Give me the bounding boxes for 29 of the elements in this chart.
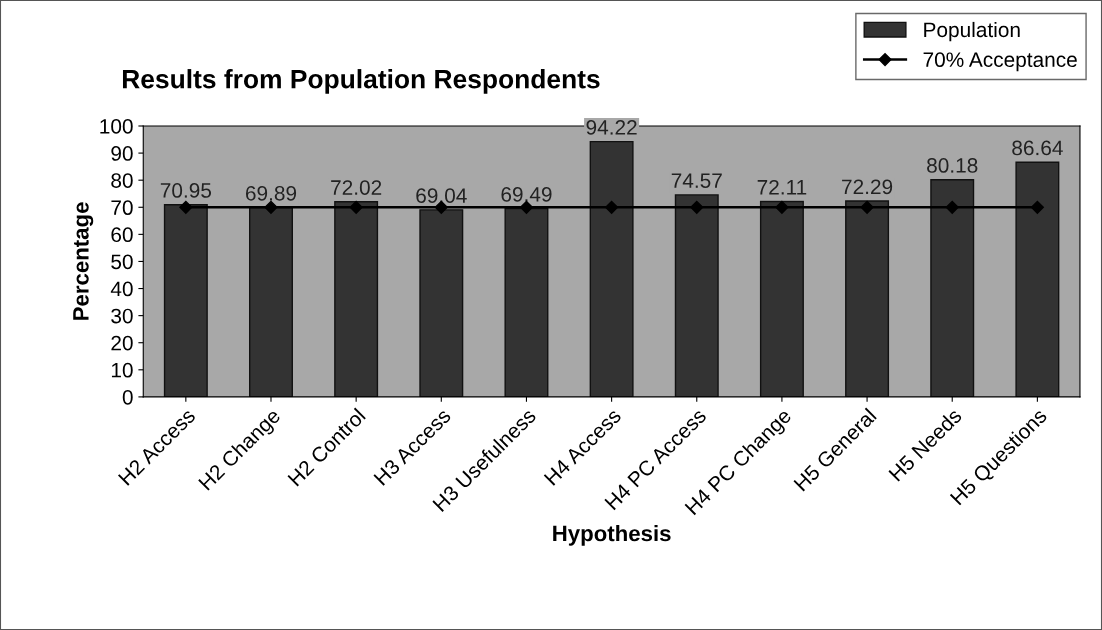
data-label: 72.02 [331,180,382,195]
data-label: 69.04 [416,188,467,203]
y-tick-label: 80 [111,173,133,188]
data-label: 72.29 [842,179,893,195]
y-tick-label: 60 [111,227,133,243]
y-tick-label: 20 [111,335,133,351]
y-tick-label: 10 [111,362,133,378]
data-label: 70.95 [160,183,212,198]
data-label: 72.11 [757,179,807,195]
y-tick-label: 0 [122,389,133,405]
y-tick-label: 30 [111,308,133,324]
bar [759,200,804,397]
y-tick-label: 40 [110,281,133,297]
y-tick-label: 90 [111,146,133,161]
y-axis-title: Percentage [73,202,94,320]
data-label: 94.22 [586,120,637,135]
x-axis-title: Hypothesis [553,524,671,546]
y-tick-label: 70 [111,200,133,216]
legend-label: Population [924,21,1020,42]
y-tick-label: 50 [111,254,133,270]
data-label: 74.57 [671,173,722,188]
data-label: 80.18 [927,158,978,173]
chart-title: Results from Population Respondents [122,69,600,94]
legend-label: 70% Acceptance [923,52,1077,72]
bar [589,140,634,397]
data-label: 69.49 [501,187,552,202]
data-label: 69.89 [245,185,297,201]
y-tick-label: 100 [100,119,133,134]
data-label: 86.64 [1012,140,1063,156]
